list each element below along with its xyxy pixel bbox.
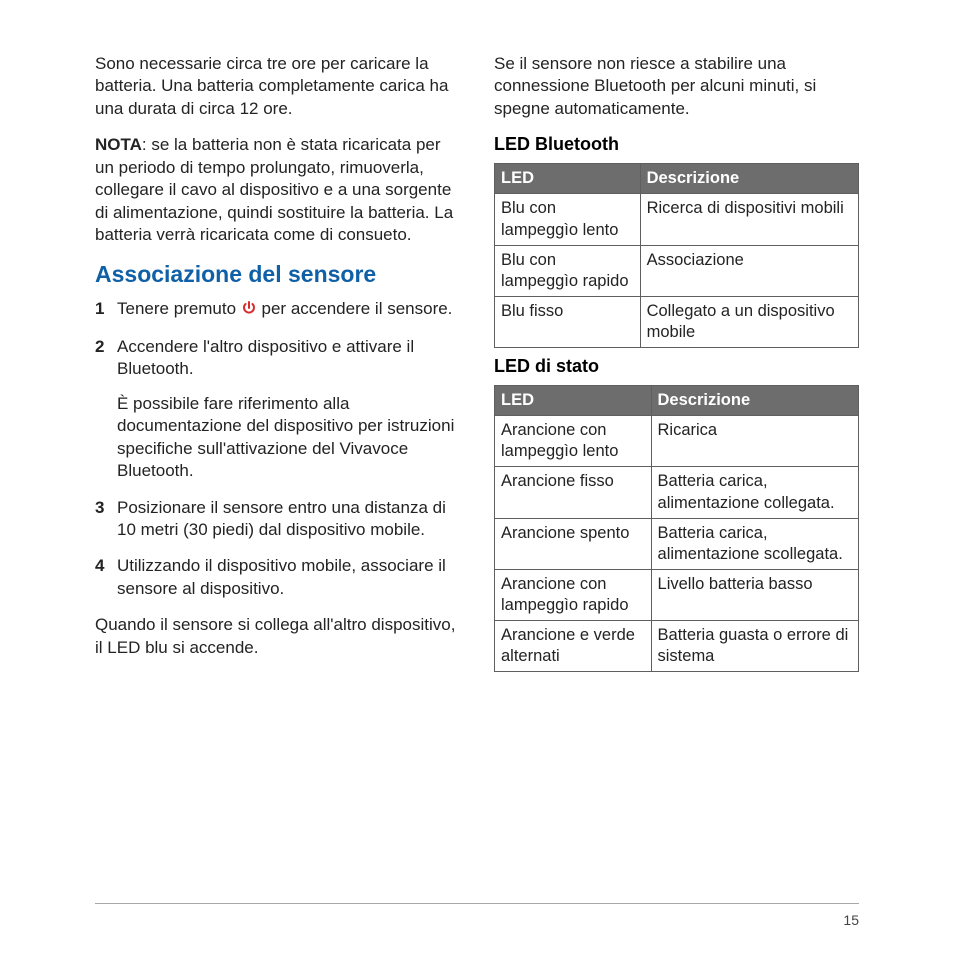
st-cell: Arancione e verde alternati	[495, 621, 652, 672]
steps-list: Tenere premuto per accendere il sensore.…	[95, 298, 460, 601]
step-1: Tenere premuto per accendere il sensore.	[95, 298, 460, 322]
step-3-text: Posizionare il sensore entro una distanz…	[117, 498, 446, 539]
bt-cell: Collegato a un dispositivo mobile	[640, 296, 858, 347]
status-led-table: LED Descrizione Arancione con lampeggìo …	[494, 385, 859, 672]
table-row: Arancione con lampeggìo rapido Livello b…	[495, 569, 859, 620]
bt-cell: Blu con lampeggìo rapido	[495, 245, 641, 296]
st-cell: Arancione spento	[495, 518, 652, 569]
table-row: Blu con lampeggìo lento Ricerca di dispo…	[495, 194, 859, 245]
step-2-sub: È possibile fare riferimento alla docume…	[117, 393, 460, 483]
bluetooth-led-title: LED Bluetooth	[494, 134, 859, 155]
footer-rule	[95, 903, 859, 904]
table-header-row: LED Descrizione	[495, 164, 859, 194]
step-2: Accendere l'altro dispositivo e attivare…	[95, 336, 460, 483]
bt-col1-header: LED	[495, 164, 641, 194]
step-3: Posizionare il sensore entro una distanz…	[95, 497, 460, 542]
bt-cell: Blu fisso	[495, 296, 641, 347]
table-row: Blu con lampeggìo rapido Associazione	[495, 245, 859, 296]
note-text: : se la batteria non è stata ricaricata …	[95, 135, 453, 244]
status-led-title: LED di stato	[494, 356, 859, 377]
st-cell: Batteria guasta o errore di sistema	[651, 621, 858, 672]
st-col1-header: LED	[495, 386, 652, 416]
st-cell: Arancione fisso	[495, 467, 652, 518]
after-steps-paragraph: Quando il sensore si collega all'altro d…	[95, 614, 460, 659]
battery-paragraph: Sono necessarie circa tre ore per carica…	[95, 53, 460, 120]
right-column: Se il sensore non riesce a stabilire una…	[494, 53, 859, 680]
two-column-layout: Sono necessarie circa tre ore per carica…	[95, 53, 859, 680]
step-4-text: Utilizzando il dispositivo mobile, assoc…	[117, 556, 446, 597]
page-number: 15	[843, 912, 859, 928]
step-2-text: Accendere l'altro dispositivo e attivare…	[117, 337, 414, 378]
st-cell: Arancione con lampeggìo rapido	[495, 569, 652, 620]
table-header-row: LED Descrizione	[495, 386, 859, 416]
table-row: Arancione con lampeggìo lento Ricarica	[495, 416, 859, 467]
bt-col2-header: Descrizione	[640, 164, 858, 194]
table-row: Arancione spento Batteria carica, alimen…	[495, 518, 859, 569]
left-column: Sono necessarie circa tre ore per carica…	[95, 53, 460, 680]
st-cell: Ricarica	[651, 416, 858, 467]
power-icon	[241, 300, 257, 322]
st-cell: Batteria carica, alimentazione scollegat…	[651, 518, 858, 569]
st-cell: Arancione con lampeggìo lento	[495, 416, 652, 467]
bt-cell: Associazione	[640, 245, 858, 296]
table-row: Blu fisso Collegato a un dispositivo mob…	[495, 296, 859, 347]
step-1-text-b: per accendere il sensore.	[257, 299, 453, 318]
note-label: NOTA	[95, 135, 142, 154]
bt-cell: Blu con lampeggìo lento	[495, 194, 641, 245]
note-paragraph: NOTA: se la batteria non è stata ricaric…	[95, 134, 460, 246]
bluetooth-led-table: LED Descrizione Blu con lampeggìo lento …	[494, 163, 859, 348]
st-col2-header: Descrizione	[651, 386, 858, 416]
table-row: Arancione e verde alternati Batteria gua…	[495, 621, 859, 672]
section-title: Associazione del sensore	[95, 261, 460, 288]
bt-cell: Ricerca di dispositivi mobili	[640, 194, 858, 245]
st-cell: Batteria carica, alimentazione collegata…	[651, 467, 858, 518]
st-cell: Livello batteria basso	[651, 569, 858, 620]
step-1-text-a: Tenere premuto	[117, 299, 241, 318]
connection-paragraph: Se il sensore non riesce a stabilire una…	[494, 53, 859, 120]
table-row: Arancione fisso Batteria carica, aliment…	[495, 467, 859, 518]
step-4: Utilizzando il dispositivo mobile, assoc…	[95, 555, 460, 600]
